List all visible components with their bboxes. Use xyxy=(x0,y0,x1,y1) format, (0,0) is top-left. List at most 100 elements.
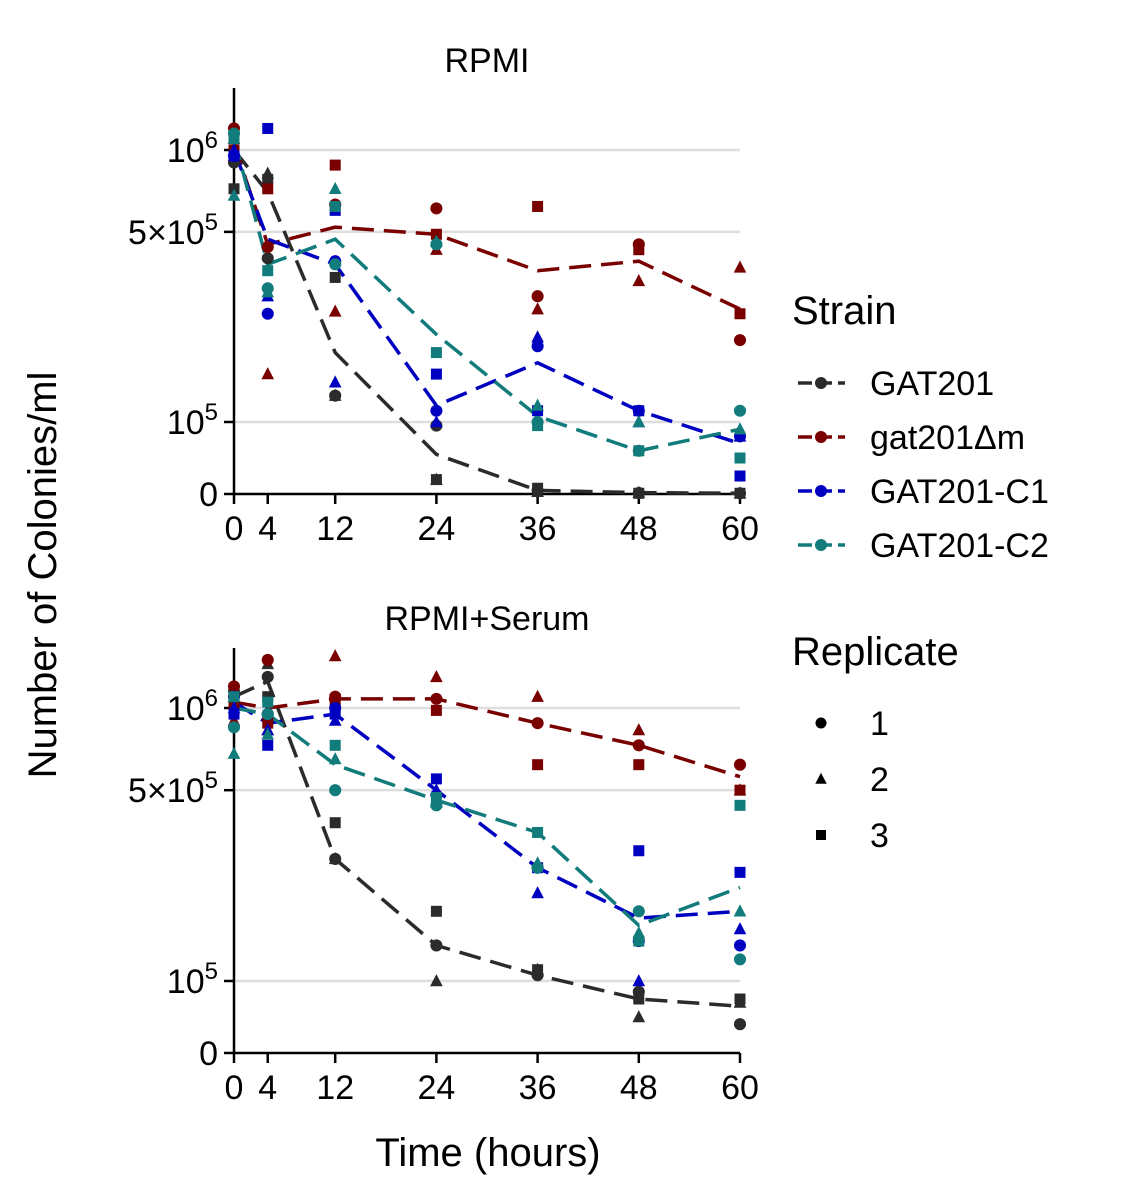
data-point xyxy=(734,308,746,320)
series-line-gat201Δm xyxy=(233,697,741,779)
data-point xyxy=(734,799,746,811)
data-point xyxy=(228,150,240,162)
data-point xyxy=(430,415,443,428)
data-point xyxy=(734,487,746,499)
legend-marker xyxy=(815,539,827,551)
data-point xyxy=(532,482,544,494)
data-point xyxy=(733,922,747,935)
x-tick-label: 48 xyxy=(620,510,658,548)
x-tick-label: 0 xyxy=(225,510,244,548)
data-point xyxy=(227,188,241,201)
data-point xyxy=(430,404,443,417)
data-point xyxy=(632,1010,646,1023)
data-point xyxy=(261,252,274,265)
y-tick-label: 0 xyxy=(199,476,218,514)
data-point xyxy=(328,713,342,726)
data-point xyxy=(329,200,341,212)
data-point xyxy=(733,429,747,442)
data-point xyxy=(532,405,544,417)
data-point xyxy=(633,845,645,857)
data-point xyxy=(632,739,645,752)
data-point xyxy=(262,265,274,277)
data-point xyxy=(733,758,747,771)
data-point xyxy=(733,939,747,952)
data-point xyxy=(227,680,241,693)
data-point xyxy=(633,445,645,457)
legend-marker xyxy=(815,431,827,443)
data-point xyxy=(734,784,746,796)
legend-item-strain: gat201Δm xyxy=(870,419,1025,457)
data-point xyxy=(632,905,645,918)
data-point xyxy=(228,133,240,145)
data-point xyxy=(261,307,274,320)
data-point xyxy=(733,334,747,347)
data-point xyxy=(734,470,746,482)
data-point xyxy=(329,739,341,751)
data-point xyxy=(633,244,645,256)
legend-marker xyxy=(815,485,827,497)
data-point xyxy=(262,173,274,185)
data-point xyxy=(734,866,746,878)
data-point xyxy=(532,964,544,976)
data-point xyxy=(261,670,274,683)
data-point xyxy=(430,202,443,215)
data-point xyxy=(531,689,544,702)
data-point xyxy=(632,274,646,287)
data-point xyxy=(328,375,342,388)
data-point xyxy=(430,368,442,380)
data-point xyxy=(733,260,747,273)
data-point xyxy=(262,696,274,708)
data-point xyxy=(632,925,646,939)
data-point xyxy=(531,886,544,899)
x-tick-label: 36 xyxy=(519,510,557,548)
data-point xyxy=(328,752,342,765)
series-line-GAT201-C2 xyxy=(233,706,741,928)
data-point xyxy=(531,398,544,411)
data-point xyxy=(261,653,274,666)
legend-title-replicate: Replicate xyxy=(792,630,959,674)
data-point xyxy=(430,669,443,683)
data-point xyxy=(633,405,645,417)
data-point xyxy=(733,953,747,966)
data-point xyxy=(328,388,342,401)
x-tick-label: 24 xyxy=(417,510,455,548)
legend: Strain GAT201 gat201Δm GAT201-C1 GAT201-C2 Re… xyxy=(792,289,1049,855)
data-point xyxy=(430,905,442,917)
legend-marker xyxy=(815,377,827,389)
data-point xyxy=(531,290,544,303)
panel-title: RPMI xyxy=(445,42,530,80)
x-tick-label: 4 xyxy=(258,510,277,548)
series-line-GAT201-C1 xyxy=(233,700,741,920)
data-point xyxy=(328,851,342,865)
data-point xyxy=(227,746,241,759)
data-point xyxy=(329,271,341,283)
data-point xyxy=(328,649,342,662)
y-tick-label: 5×105 xyxy=(128,767,218,810)
data-point xyxy=(733,404,747,417)
data-point xyxy=(430,974,443,987)
data-point xyxy=(262,717,274,729)
y-tick-label: 0 xyxy=(199,1035,218,1073)
data-point xyxy=(733,422,747,435)
legend-title-strain: Strain xyxy=(792,289,897,333)
x-tick-label: 24 xyxy=(417,1069,455,1107)
data-point xyxy=(733,1018,747,1031)
data-point xyxy=(329,708,341,720)
data-point xyxy=(328,304,342,317)
series-line-gat201Δm xyxy=(232,143,741,311)
data-point xyxy=(329,784,342,797)
data-point xyxy=(632,415,646,428)
data-point xyxy=(430,347,442,359)
data-point xyxy=(733,904,747,917)
x-tick-label: 0 xyxy=(225,1069,244,1107)
data-point xyxy=(430,939,443,952)
legend-marker xyxy=(815,717,827,729)
data-point xyxy=(532,420,544,432)
x-tick-label: 60 xyxy=(721,510,759,548)
data-point xyxy=(632,974,646,987)
data-point xyxy=(227,721,241,734)
y-tick-label: 105 xyxy=(167,399,218,442)
